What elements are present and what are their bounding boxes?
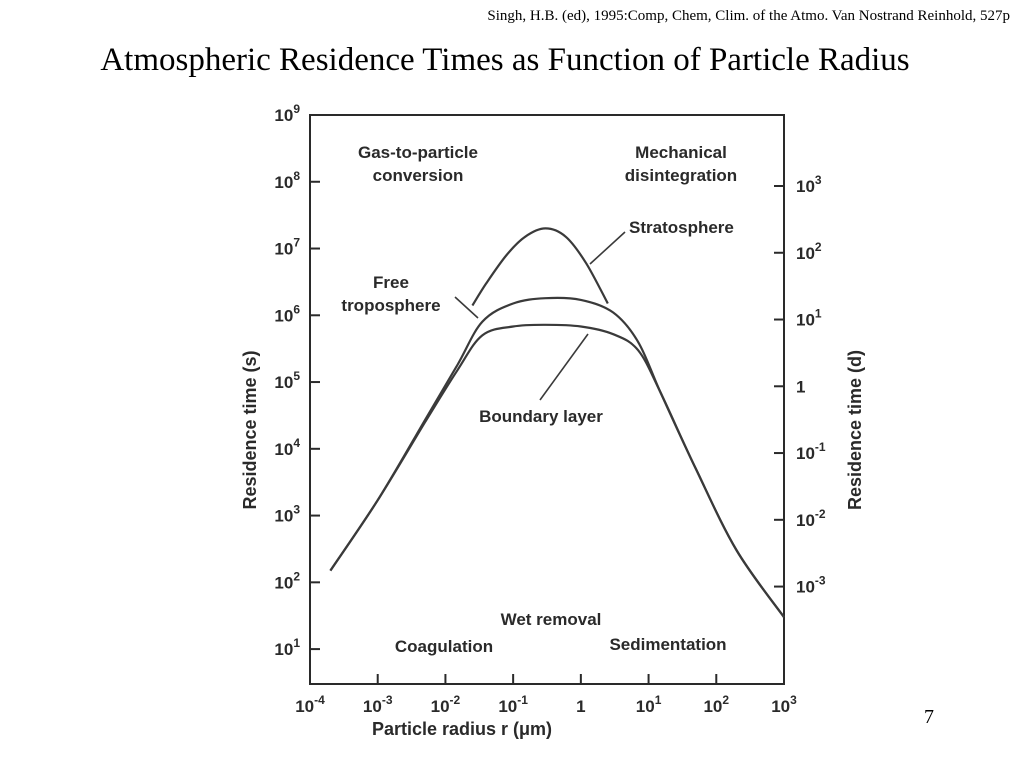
page-number: 7 bbox=[924, 706, 934, 728]
y-tick-label-left: 104 bbox=[274, 436, 300, 459]
y-tick-label-left: 108 bbox=[274, 169, 300, 192]
series-line-free-troposphere bbox=[329, 296, 785, 618]
y-tick-label-right: 103 bbox=[796, 173, 822, 196]
y-tick-label-left: 102 bbox=[274, 569, 300, 592]
y-tick-label-left: 105 bbox=[274, 369, 300, 392]
y-tick-label-right: 10-1 bbox=[796, 440, 826, 463]
leader-line bbox=[539, 333, 589, 401]
tick-labels: 10-4 10-3 10-2 10-1 1 101 102 103 101 102 103 104 10… bbox=[274, 102, 826, 716]
y-tick-label-right: 10-3 bbox=[796, 574, 826, 597]
y-axis-label-right: Residence time (d) bbox=[845, 350, 865, 510]
annotation-mechanical-disintegration: Mechanical disintegration bbox=[625, 143, 737, 185]
y-tick-label-right: 101 bbox=[796, 307, 822, 330]
curves bbox=[329, 227, 785, 618]
y-tick-label-left: 106 bbox=[274, 302, 300, 325]
y-tick-label-left: 109 bbox=[274, 102, 300, 125]
annotation-gas-to-particle-conversion: Gas-to-particle conversion bbox=[358, 143, 478, 185]
y-tick-label-right: 1 bbox=[796, 377, 805, 396]
x-tick-label: 10-4 bbox=[295, 693, 325, 716]
annotation-sedimentation: Sedimentation bbox=[609, 635, 726, 654]
y-axis-label-left: Residence time (s) bbox=[240, 350, 260, 509]
y-tick-label-right: 10-2 bbox=[796, 507, 826, 530]
citation: Singh, H.B. (ed), 1995:Comp, Chem, Clim.… bbox=[487, 8, 1010, 24]
tick-marks bbox=[309, 114, 785, 684]
annotation-coagulation: Coagulation bbox=[395, 637, 493, 656]
x-tick-label: 102 bbox=[703, 693, 729, 716]
y-tick-label-right: 102 bbox=[796, 240, 822, 263]
series-line-boundary-layer bbox=[329, 323, 785, 618]
x-tick-label: 101 bbox=[636, 693, 662, 716]
y-tick-label-left: 101 bbox=[274, 636, 300, 659]
annotation-stratosphere: Stratosphere bbox=[629, 218, 734, 237]
annotation-boundary-layer: Boundary layer bbox=[479, 407, 603, 426]
series-line-stratosphere bbox=[471, 227, 609, 307]
annotations: Gas-to-particle conversion Mechanical disin… bbox=[341, 143, 737, 656]
plot-frame bbox=[309, 114, 785, 685]
leader-lines bbox=[454, 231, 626, 401]
y-tick-label-left: 103 bbox=[274, 503, 300, 526]
x-tick-label: 1 bbox=[576, 697, 585, 716]
slide-title: Atmospheric Residence Times as Function … bbox=[100, 42, 910, 78]
x-tick-label: 103 bbox=[771, 693, 797, 716]
x-tick-label: 10-3 bbox=[363, 693, 393, 716]
x-tick-label: 10-1 bbox=[498, 693, 528, 716]
x-tick-label: 10-2 bbox=[431, 693, 461, 716]
y-tick-label-left: 107 bbox=[274, 236, 300, 259]
x-axis-label: Particle radius r (μm) bbox=[372, 719, 552, 739]
leader-line bbox=[589, 231, 626, 265]
annotation-wet-removal: Wet removal bbox=[501, 610, 602, 629]
annotation-free-troposphere: Free troposphere bbox=[341, 273, 440, 315]
leader-line bbox=[454, 296, 479, 319]
